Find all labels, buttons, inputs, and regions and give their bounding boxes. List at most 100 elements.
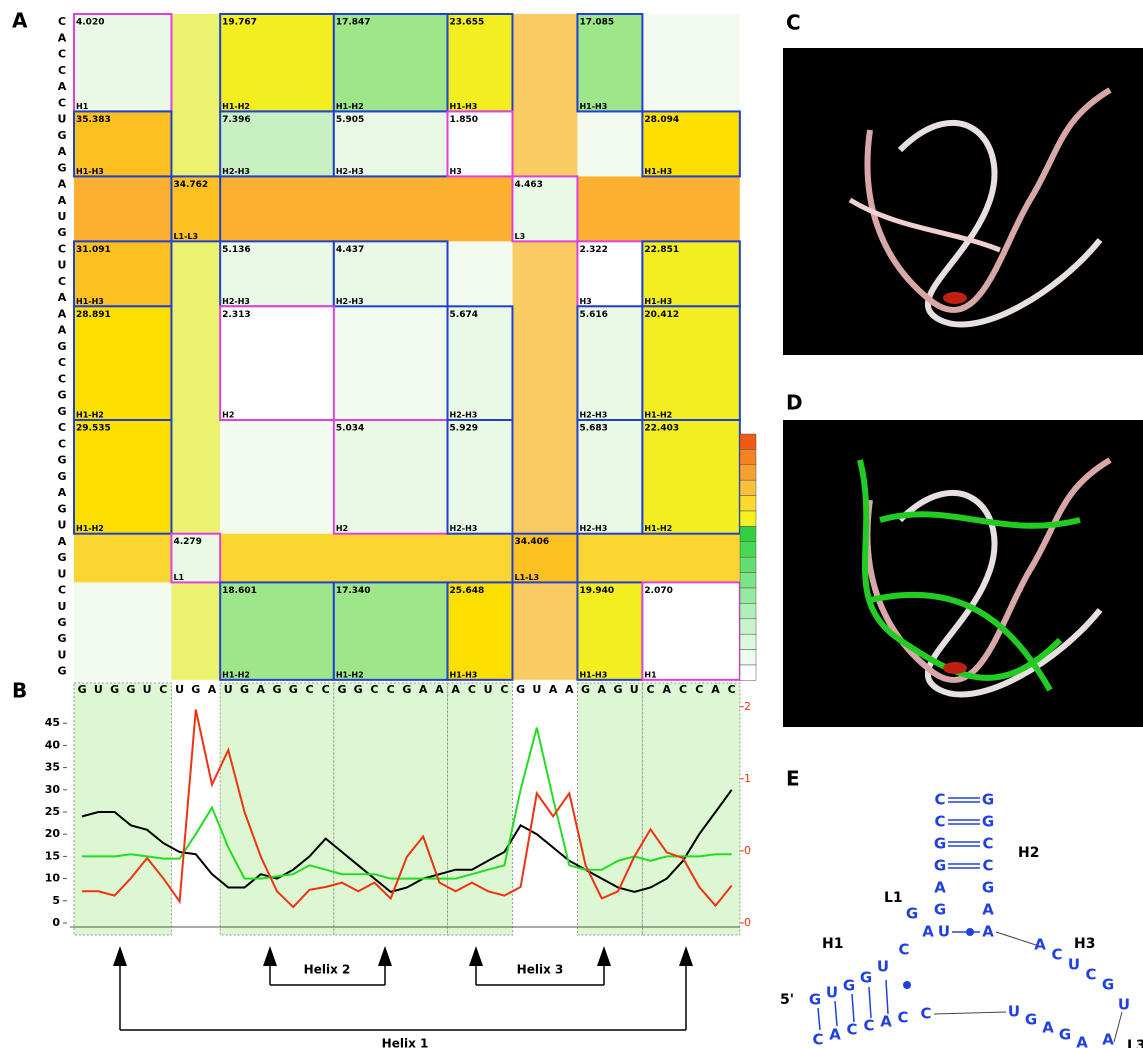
block <box>220 306 334 420</box>
block-label: H1-H2 <box>336 670 364 679</box>
helix-region <box>74 683 171 935</box>
block <box>334 420 448 534</box>
row-label: G <box>57 551 66 564</box>
x-tick-label: C <box>159 683 167 696</box>
block-label: H2 <box>222 411 234 420</box>
block <box>448 420 513 534</box>
arrow-head <box>113 946 127 966</box>
base: C <box>1085 966 1096 984</box>
row-label: G <box>57 226 66 239</box>
row-label: C <box>58 242 66 255</box>
row-label: U <box>58 567 67 580</box>
y-tick-label: 20 <box>45 827 61 840</box>
row-label: C <box>58 275 66 288</box>
annotation: Helix 2 <box>304 963 351 977</box>
panel-label: D <box>786 391 803 415</box>
helix-region <box>642 683 739 935</box>
arrow-head <box>679 946 693 966</box>
block <box>334 14 448 111</box>
block-label: H1-H2 <box>222 102 250 111</box>
base: G <box>934 901 946 919</box>
block <box>448 306 513 420</box>
row-label: A <box>58 178 67 191</box>
block-value: 5.136 <box>222 245 250 255</box>
block <box>448 582 513 679</box>
base: C <box>897 1009 908 1027</box>
base: C <box>863 1017 874 1035</box>
x-tick-label: U <box>94 683 103 696</box>
base: U <box>1118 996 1130 1014</box>
y-tick-label: 25 <box>45 805 60 818</box>
row-label: G <box>57 161 66 174</box>
block-label: H1-H3 <box>644 167 672 176</box>
block-value: 5.616 <box>579 310 607 320</box>
colorbar-swatch <box>740 449 756 464</box>
row-label: C <box>58 48 66 61</box>
colorbar-swatch <box>740 434 756 449</box>
helix-region <box>448 683 513 935</box>
row-label: A <box>58 31 67 44</box>
row-label: G <box>57 632 66 645</box>
row-label: G <box>57 616 66 629</box>
block-label: L3 <box>514 232 525 241</box>
base: C <box>934 791 945 809</box>
block-value: 22.851 <box>644 245 679 255</box>
structure-label: 5' <box>780 992 794 1008</box>
arrow-head <box>263 946 277 966</box>
annotation: Helix 3 <box>517 963 564 977</box>
block <box>220 14 334 111</box>
block-label: H2-H3 <box>579 524 607 533</box>
backbone <box>1114 1012 1122 1042</box>
x-tick-label: A <box>663 683 672 696</box>
row-label: C <box>58 584 66 597</box>
block-value: 17.847 <box>336 18 371 28</box>
block-label: H1-H3 <box>450 670 478 679</box>
structure-label: L3 <box>1127 1038 1143 1048</box>
row-label: A <box>58 80 67 93</box>
x-tick-label: A <box>208 683 217 696</box>
block-label: H3 <box>579 297 591 306</box>
x-tick-label: A <box>435 683 444 696</box>
panel-label: E <box>786 767 800 791</box>
block-value: 17.340 <box>336 586 371 596</box>
row-label: C <box>58 437 66 450</box>
row-label: A <box>58 307 67 320</box>
structure-label: H2 <box>1018 845 1039 861</box>
block-label: H1-H2 <box>76 524 104 533</box>
x-tick-label: U <box>484 683 493 696</box>
base: G <box>860 969 872 987</box>
x-tick-label: U <box>143 683 152 696</box>
x-tick-label: G <box>337 683 346 696</box>
helix-region <box>577 683 642 935</box>
block-value: 31.091 <box>76 245 111 255</box>
block-label: L1 <box>173 573 184 582</box>
colorbar-swatch <box>740 496 756 511</box>
colorbar-swatch <box>740 665 756 680</box>
base: A <box>1076 1034 1088 1048</box>
row-label: G <box>57 502 66 515</box>
row-label: U <box>58 519 67 532</box>
block-label: H2-H3 <box>450 411 478 420</box>
base: G <box>906 905 918 923</box>
base: U <box>1008 1003 1020 1021</box>
row-label: A <box>58 145 67 158</box>
pair-line <box>852 994 854 1022</box>
y-tick-label: 15 <box>45 849 60 862</box>
figure: A B C D E 4.020H119.767H1-H217.847H1-H22… <box>0 0 1143 1048</box>
colorbar-swatch <box>740 603 756 618</box>
base: G <box>934 835 946 853</box>
base: G <box>809 991 821 1009</box>
x-tick-label: C <box>468 683 476 696</box>
row-label: C <box>58 15 66 28</box>
row-label: U <box>58 210 67 223</box>
base: G <box>982 813 994 831</box>
block-label: H2 <box>336 524 348 533</box>
render-c <box>783 48 1143 355</box>
x-tick-label: G <box>272 683 281 696</box>
block-label: H1-H3 <box>76 167 104 176</box>
arrow-head <box>378 946 392 966</box>
y2-tick-label: 0 <box>744 916 751 929</box>
row-label: U <box>58 259 67 272</box>
block <box>74 306 171 420</box>
pair-dot <box>966 928 974 936</box>
